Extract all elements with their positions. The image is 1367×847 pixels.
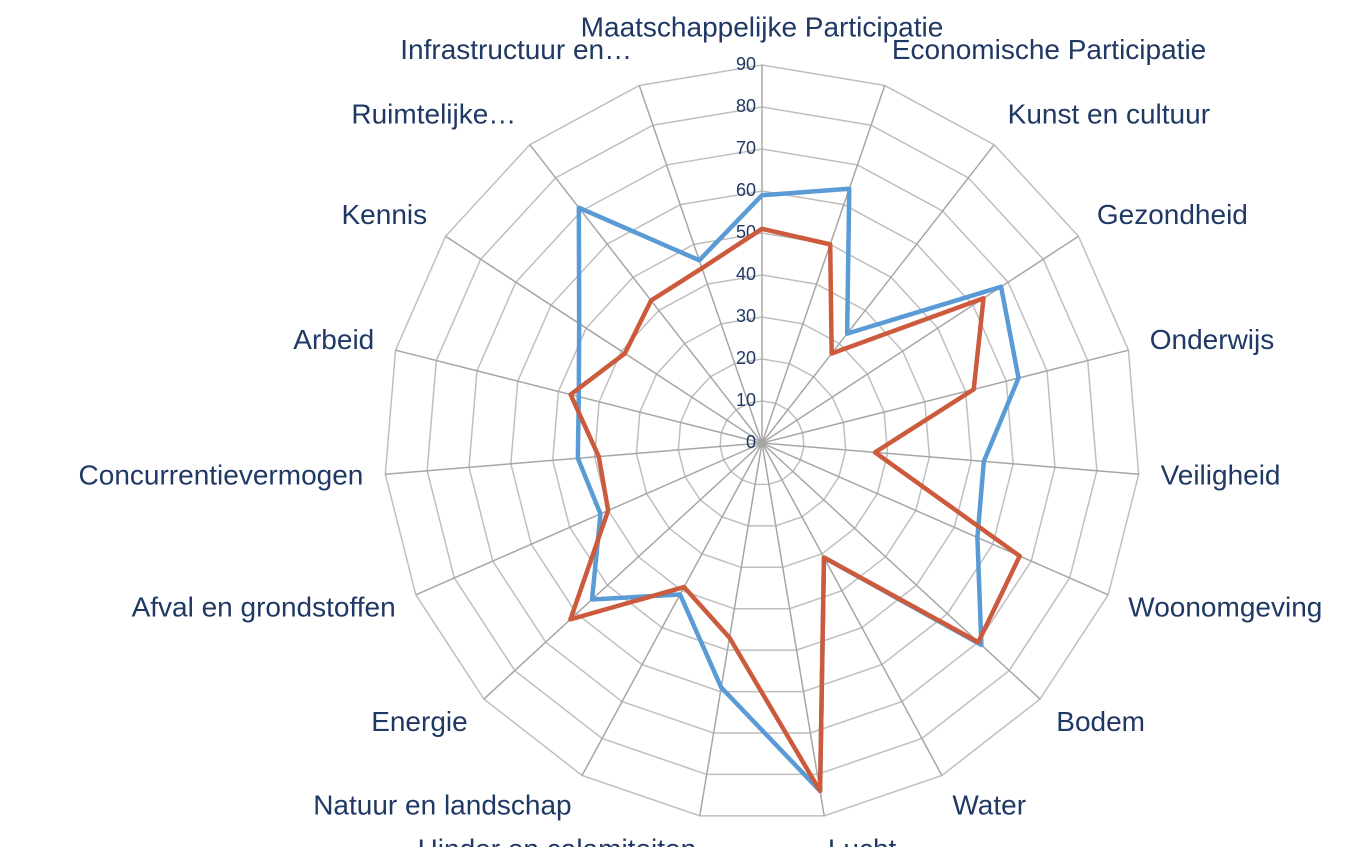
grid-ring (384, 64, 1140, 817)
category-label: Kennis (342, 199, 428, 230)
spoke (761, 442, 1109, 596)
tick-label: 10 (736, 390, 756, 410)
grid-ring (426, 106, 1098, 776)
spoke (529, 144, 763, 444)
spoke (761, 144, 995, 444)
category-label: Lucht (828, 834, 897, 847)
tick-label: 70 (736, 138, 756, 158)
series-line (568, 226, 1022, 794)
tick-label: 30 (736, 306, 756, 326)
grid-ring (635, 316, 889, 569)
category-label: Hinder en calamiteiten (418, 834, 697, 847)
category-label: Concurrentievermogen (79, 460, 364, 491)
category-label: Onderwijs (1150, 324, 1274, 355)
grid-ring (719, 400, 805, 486)
spoke (761, 442, 943, 776)
spoke (415, 442, 763, 596)
spoke (638, 85, 763, 444)
category-label: Economische Participatie (892, 34, 1206, 65)
series-line (575, 186, 1021, 794)
grid-ring (551, 232, 973, 651)
category-label: Veiligheid (1161, 460, 1281, 491)
category-label: Water (952, 789, 1026, 820)
tick-label: 40 (736, 264, 756, 284)
spoke (385, 442, 763, 475)
category-label: Energie (371, 706, 468, 737)
category-label: Kunst en cultuur (1008, 99, 1210, 130)
spoke (581, 442, 763, 776)
category-label: Bodem (1056, 706, 1145, 737)
spoke (761, 442, 825, 816)
tick-label: 20 (736, 348, 756, 368)
tick-label: 80 (736, 96, 756, 116)
category-label: Maatschappelijke Participatie (581, 11, 944, 42)
tick-label: 60 (736, 180, 756, 200)
spoke (483, 442, 763, 700)
spoke (761, 85, 886, 444)
spoke (445, 235, 763, 444)
category-label: Natuur en landschap (313, 789, 571, 820)
category-label: Infrastructuur en… (400, 34, 632, 65)
tick-label: 90 (736, 54, 756, 74)
category-label: Arbeid (293, 324, 374, 355)
spoke (699, 442, 763, 816)
spoke (761, 349, 1129, 444)
category-label: Gezondheid (1097, 199, 1248, 230)
spoke (761, 442, 1139, 475)
spoke (761, 442, 1041, 700)
category-label: Woonomgeving (1128, 592, 1322, 623)
spoke (761, 235, 1079, 444)
grid-ring (677, 358, 847, 527)
tick-label: 0 (746, 432, 756, 452)
category-label: Ruimtelijke… (351, 99, 516, 130)
category-label: Afval en grondstoffen (132, 592, 396, 623)
